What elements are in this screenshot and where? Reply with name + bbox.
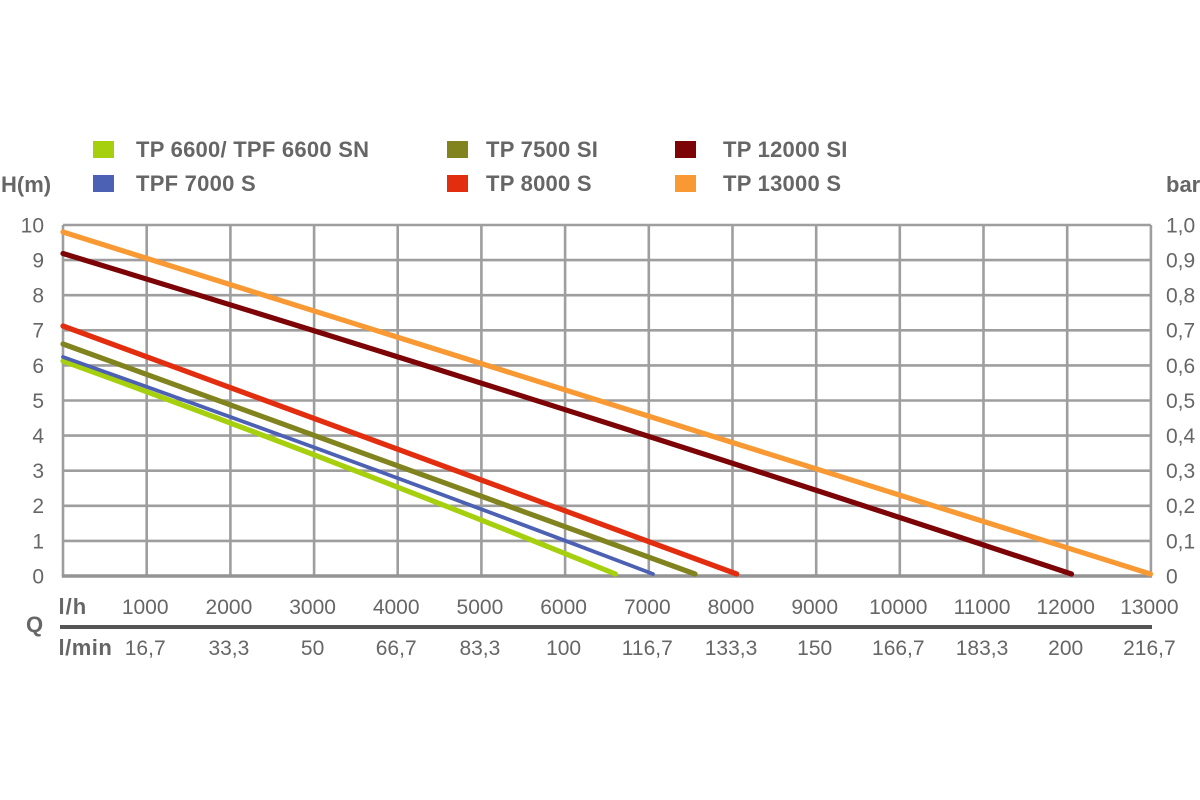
svg-text:8: 8 bbox=[32, 285, 44, 308]
svg-text:150: 150 bbox=[797, 637, 832, 660]
svg-text:TPF 7000 S: TPF 7000 S bbox=[136, 171, 256, 196]
svg-text:50: 50 bbox=[301, 637, 324, 660]
svg-text:Q: Q bbox=[26, 612, 43, 637]
svg-text:7000: 7000 bbox=[624, 596, 671, 619]
svg-text:216,7: 216,7 bbox=[1123, 637, 1176, 660]
svg-text:4: 4 bbox=[32, 425, 44, 448]
svg-text:bar: bar bbox=[1166, 172, 1200, 197]
svg-text:1,0: 1,0 bbox=[1166, 214, 1195, 237]
svg-text:0,8: 0,8 bbox=[1166, 285, 1195, 308]
svg-text:0,9: 0,9 bbox=[1166, 250, 1195, 273]
svg-text:H(m): H(m) bbox=[1, 172, 51, 197]
svg-text:0,7: 0,7 bbox=[1166, 320, 1195, 343]
svg-text:0,5: 0,5 bbox=[1166, 390, 1195, 413]
svg-text:6000: 6000 bbox=[540, 596, 587, 619]
svg-text:10000: 10000 bbox=[869, 596, 927, 619]
svg-text:9000: 9000 bbox=[791, 596, 838, 619]
svg-text:33,3: 33,3 bbox=[208, 637, 249, 660]
svg-text:2: 2 bbox=[32, 495, 44, 518]
svg-text:TP 13000 S: TP 13000 S bbox=[723, 171, 841, 196]
svg-text:1000: 1000 bbox=[122, 596, 169, 619]
svg-text:1: 1 bbox=[32, 530, 44, 553]
svg-text:5: 5 bbox=[32, 390, 44, 413]
svg-text:16,7: 16,7 bbox=[125, 637, 166, 660]
svg-text:9: 9 bbox=[32, 250, 44, 273]
svg-text:TP 12000 SI: TP 12000 SI bbox=[723, 137, 848, 162]
svg-text:116,7: 116,7 bbox=[622, 637, 673, 660]
svg-text:12000: 12000 bbox=[1036, 596, 1094, 619]
svg-text:0,4: 0,4 bbox=[1166, 425, 1196, 448]
svg-text:10: 10 bbox=[21, 214, 44, 237]
svg-text:0,1: 0,1 bbox=[1166, 530, 1195, 553]
svg-text:7: 7 bbox=[32, 320, 44, 343]
svg-text:0,6: 0,6 bbox=[1166, 355, 1195, 378]
svg-text:183,3: 183,3 bbox=[956, 637, 1009, 660]
svg-text:4000: 4000 bbox=[373, 596, 420, 619]
svg-text:3000: 3000 bbox=[289, 596, 336, 619]
svg-text:l/h: l/h bbox=[59, 594, 88, 619]
svg-text:11000: 11000 bbox=[954, 596, 1011, 619]
svg-text:6: 6 bbox=[32, 355, 44, 378]
svg-text:0: 0 bbox=[1166, 565, 1178, 588]
svg-text:66,7: 66,7 bbox=[376, 637, 417, 660]
svg-text:5000: 5000 bbox=[457, 596, 504, 619]
svg-text:8000: 8000 bbox=[708, 596, 755, 619]
svg-text:2000: 2000 bbox=[206, 596, 253, 619]
svg-text:l/min: l/min bbox=[59, 635, 113, 660]
svg-text:200: 200 bbox=[1048, 637, 1083, 660]
svg-text:0: 0 bbox=[32, 565, 44, 588]
svg-text:TP 6600/ TPF 6600 SN: TP 6600/ TPF 6600 SN bbox=[136, 137, 369, 162]
svg-text:0,2: 0,2 bbox=[1166, 495, 1195, 518]
svg-text:TP 8000 S: TP 8000 S bbox=[486, 171, 592, 196]
svg-text:133,3: 133,3 bbox=[705, 637, 758, 660]
svg-text:13000: 13000 bbox=[1120, 596, 1178, 619]
svg-text:0,3: 0,3 bbox=[1166, 460, 1195, 483]
svg-text:166,7: 166,7 bbox=[872, 637, 925, 660]
svg-text:83,3: 83,3 bbox=[459, 637, 500, 660]
svg-text:3: 3 bbox=[32, 460, 44, 483]
svg-text:TP 7500 SI: TP 7500 SI bbox=[486, 137, 598, 162]
svg-text:100: 100 bbox=[546, 637, 581, 660]
